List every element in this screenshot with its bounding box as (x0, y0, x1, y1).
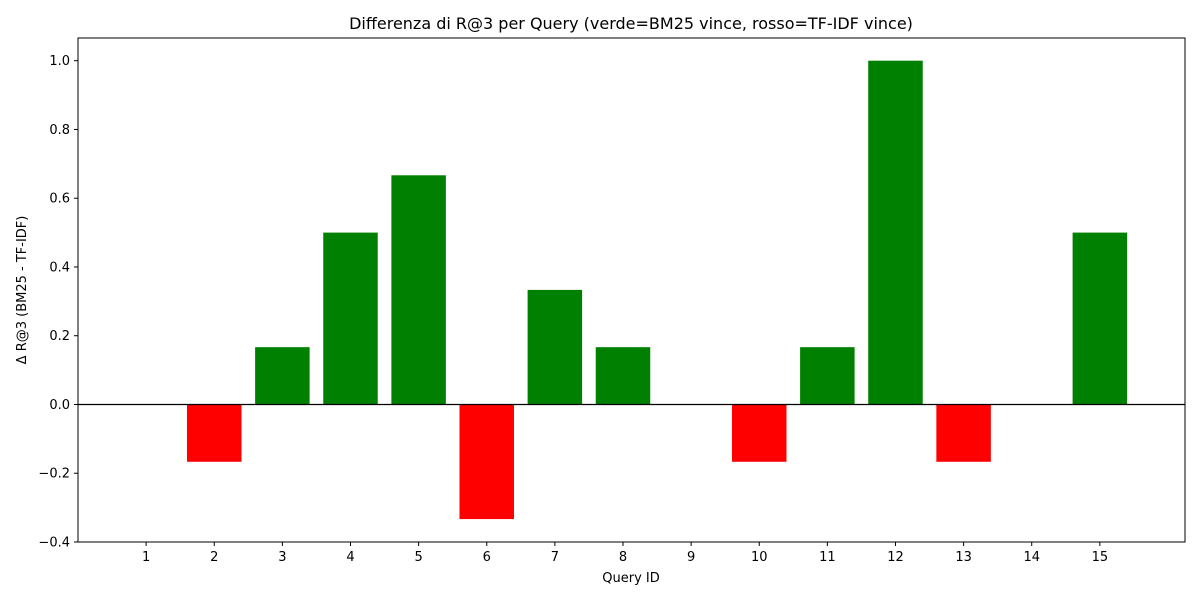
x-tick-label: 12 (887, 550, 904, 565)
y-axis-label: Δ R@3 (BM25 - TF-IDF) (15, 216, 30, 365)
bar-query-13 (936, 404, 991, 462)
x-tick-label: 7 (551, 550, 559, 565)
plot-frame (77, 37, 1186, 543)
bar-query-4 (323, 232, 378, 405)
y-tick-label: 1.0 (49, 54, 70, 69)
x-axis-label: Query ID (602, 571, 659, 586)
bar-query-7 (527, 289, 583, 405)
x-tick-label: 6 (483, 550, 491, 565)
x-tick-label: 14 (1023, 550, 1040, 565)
x-tick-label: 5 (414, 550, 422, 565)
x-tick-label: 15 (1092, 550, 1109, 565)
bar-query-8 (595, 347, 651, 405)
bar-query-2 (187, 404, 242, 462)
bar-query-6 (459, 404, 514, 520)
x-tick-label: 11 (819, 550, 836, 565)
y-tick-label: 0.0 (49, 398, 70, 413)
x-tick-label: 2 (210, 550, 218, 565)
y-tick-label: −0.2 (38, 467, 70, 482)
x-tick-label: 13 (955, 550, 972, 565)
x-tick-label: 8 (619, 550, 627, 565)
x-tick-label: 10 (751, 550, 768, 565)
bar-query-3 (255, 347, 310, 405)
bars-layer (187, 60, 1128, 520)
x-tick-label: 3 (278, 550, 286, 565)
y-tick-label: 0.8 (49, 123, 70, 138)
y-tick-label: −0.4 (38, 536, 70, 551)
bar-query-10 (731, 404, 787, 462)
bar-query-12 (868, 60, 923, 405)
chart-title: Differenza di R@3 per Query (verde=BM25 … (349, 14, 913, 33)
x-tick-label: 4 (346, 550, 354, 565)
y-tick-label: 0.6 (49, 192, 70, 207)
bar-query-11 (800, 347, 855, 405)
axes-layer: −0.4−0.20.00.20.40.60.81.01 2 3 4 5 6 7 8 9 10 11 1… (38, 37, 1186, 565)
y-tick-label: 0.2 (49, 329, 70, 344)
y-tick-label: 0.4 (49, 260, 70, 275)
bar-query-5 (391, 175, 446, 405)
bar-query-15 (1072, 232, 1128, 405)
x-tick-label: 1 (142, 550, 150, 565)
x-tick-label: 9 (687, 550, 695, 565)
